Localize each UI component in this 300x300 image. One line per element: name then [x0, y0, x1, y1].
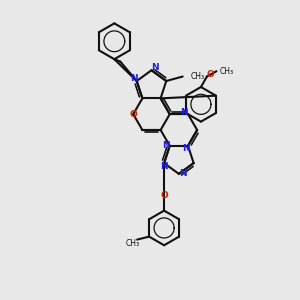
Text: CH₃: CH₃	[190, 72, 204, 81]
Text: N: N	[181, 108, 188, 117]
Text: CH₃: CH₃	[219, 67, 234, 76]
Text: N: N	[178, 169, 186, 178]
Text: O: O	[160, 191, 168, 200]
Text: N: N	[162, 141, 170, 150]
Text: N: N	[151, 63, 159, 72]
Text: N: N	[160, 162, 168, 171]
Text: N: N	[130, 74, 138, 82]
Text: CH₃: CH₃	[126, 239, 140, 248]
Text: N: N	[182, 144, 189, 153]
Text: O: O	[129, 110, 137, 119]
Text: O: O	[206, 70, 214, 79]
